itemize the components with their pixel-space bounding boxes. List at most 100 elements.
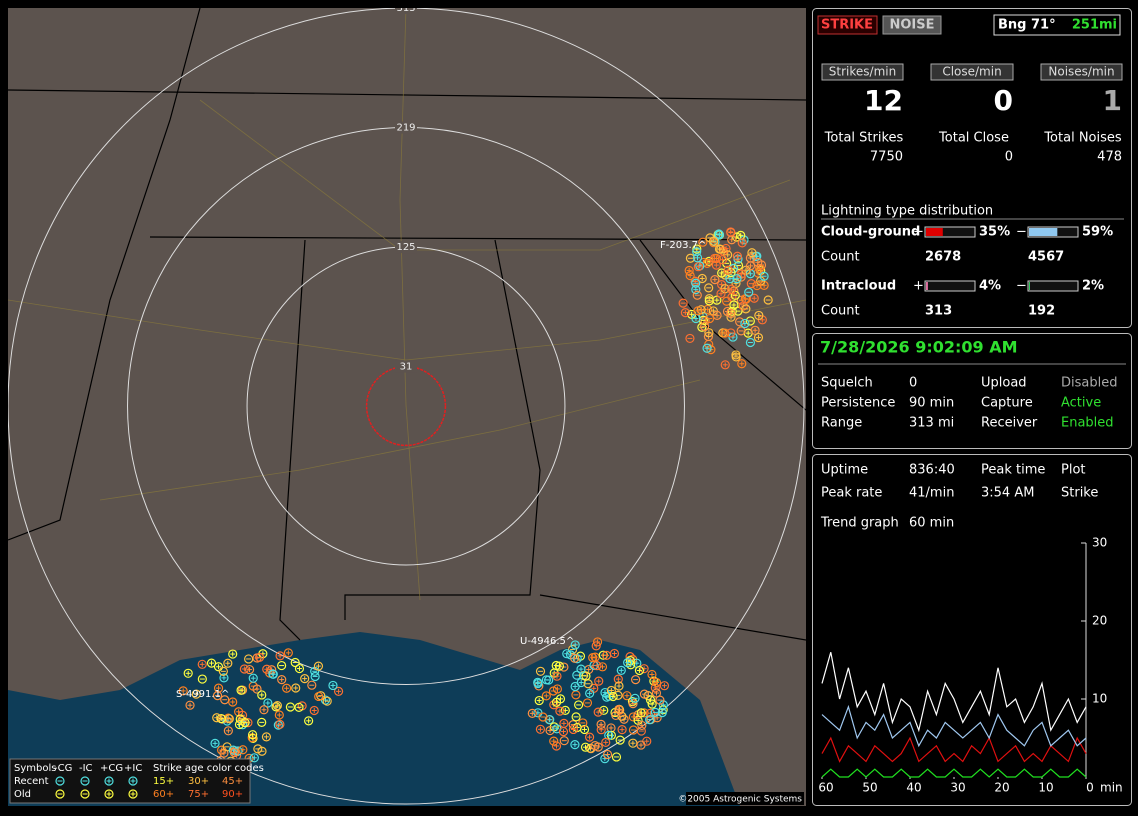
- strike-symbol: [631, 675, 641, 685]
- rate-header: [1040, 63, 1123, 81]
- strike-symbol: [704, 283, 714, 293]
- strike-symbol: [752, 280, 762, 291]
- sign: −: [1016, 279, 1027, 294]
- noise-button-label[interactable]: NOISE: [889, 18, 934, 33]
- sign: +: [913, 225, 924, 240]
- ring-label-bg: [395, 241, 417, 254]
- ring-label-bg: [395, 8, 417, 14]
- bearing-box: [993, 14, 1121, 36]
- strike-symbol: [551, 741, 562, 751]
- strike-symbol: [685, 333, 695, 344]
- strike-symbol: [223, 658, 233, 668]
- percent-bar: [926, 282, 928, 290]
- trend-label: Trend graph: [820, 516, 899, 531]
- strike-symbol: [237, 715, 247, 726]
- strike-symbol: [534, 695, 544, 706]
- strike-symbol: [535, 666, 546, 676]
- strike-symbol: [726, 227, 736, 237]
- strike-symbol: [570, 653, 580, 663]
- strike-symbol: [562, 649, 572, 659]
- strike-symbol: [746, 279, 756, 289]
- strike-symbol: [753, 257, 763, 267]
- strike-symbol: [749, 293, 759, 303]
- strike-symbol: [555, 706, 565, 716]
- strike-symbol: [275, 651, 285, 661]
- strike-button[interactable]: [817, 15, 878, 35]
- strike-symbol: [578, 718, 588, 728]
- count-value: 2678: [925, 250, 961, 265]
- rate-header-label: Noises/min: [1048, 65, 1114, 79]
- setting-value: Enabled: [1061, 416, 1114, 431]
- strike-symbol: [680, 307, 690, 318]
- strike-symbol: [55, 776, 65, 786]
- strike-symbol: [304, 716, 314, 726]
- strike-symbol: [710, 275, 720, 285]
- strike-symbol: [262, 664, 272, 674]
- strike-symbol: [559, 736, 569, 746]
- strike-symbol: [263, 698, 273, 708]
- setting-label: Persistence: [821, 396, 895, 411]
- strike-symbol: [645, 695, 656, 705]
- strike-symbol: [560, 705, 570, 716]
- strike-symbol: [570, 640, 580, 650]
- strike-symbol: [255, 652, 265, 662]
- strike-symbol: [252, 684, 262, 694]
- legend-header: +IC: [124, 763, 142, 774]
- strike-symbol: [747, 248, 757, 258]
- strike-symbol: [282, 683, 292, 693]
- state-borders: [8, 8, 806, 641]
- strike-symbol: [238, 745, 248, 755]
- ring-label: 313: [396, 3, 415, 14]
- strike-symbol: [691, 284, 701, 295]
- strike-symbol: [128, 789, 138, 799]
- percent-label: 35%: [979, 225, 1010, 240]
- strike-symbol: [541, 691, 551, 701]
- strike-symbol: [328, 680, 338, 691]
- strike-symbol: [731, 278, 741, 288]
- strike-symbol: [552, 671, 562, 681]
- strike-symbol: [623, 658, 633, 668]
- count-value: 4567: [1028, 250, 1064, 265]
- ring-label: 31: [400, 362, 413, 373]
- strike-symbol: [737, 359, 747, 369]
- strike-symbol: [257, 690, 267, 700]
- strike-symbol: [740, 318, 750, 329]
- strike-button-label[interactable]: STRIKE: [821, 18, 873, 33]
- count-value: 313: [925, 304, 952, 319]
- count-value: 192: [1028, 304, 1055, 319]
- strike-symbol: [736, 326, 746, 336]
- strike-symbol: [218, 666, 228, 676]
- strike-symbol: [614, 681, 624, 691]
- strike-symbol: [745, 253, 755, 263]
- legend-row: Recent: [14, 776, 49, 787]
- strike-symbol: [731, 350, 741, 360]
- strike-symbol: [247, 730, 258, 740]
- strike-symbol: [651, 677, 662, 688]
- bar-track: [1027, 280, 1079, 292]
- strike-symbol: [616, 665, 626, 675]
- setting-value: Active: [1061, 396, 1101, 411]
- strike-symbol: [239, 664, 249, 674]
- total-value: 7750: [870, 150, 903, 165]
- strike-symbol: [549, 736, 559, 746]
- rate-header: [930, 63, 1014, 81]
- strike-symbol: [248, 673, 258, 683]
- strike-symbol: [259, 705, 269, 715]
- strike-symbol: [745, 337, 756, 348]
- strike-symbol: [554, 661, 564, 671]
- strike-symbol: [693, 306, 703, 316]
- strike-symbol: [692, 247, 702, 257]
- noise-button[interactable]: [882, 15, 942, 35]
- strike-symbol: [581, 671, 591, 681]
- strike-symbol: [634, 665, 645, 676]
- strike-label: F-203.7^: [660, 240, 706, 251]
- stat-value: Strike: [1061, 486, 1098, 501]
- strike-symbol: [212, 691, 223, 701]
- age-code: 75+: [188, 789, 209, 800]
- strike-symbol: [549, 668, 559, 678]
- percent-label: 2%: [1082, 279, 1104, 294]
- distance: 251mi: [1072, 18, 1117, 33]
- age-code: 45+: [222, 776, 243, 787]
- strike-symbol: [541, 675, 551, 685]
- strike-symbol: [322, 696, 332, 706]
